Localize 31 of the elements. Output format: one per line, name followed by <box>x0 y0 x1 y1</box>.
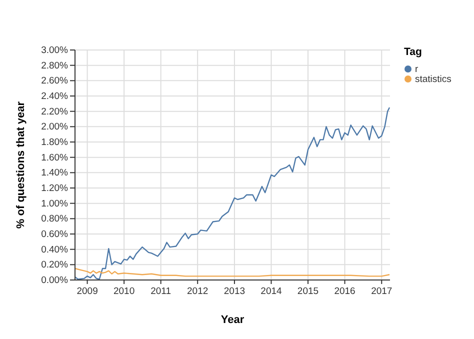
legend-label: r <box>415 64 418 76</box>
x-tick-label: 2010 <box>113 286 135 297</box>
x-tick-label: 2011 <box>150 286 172 297</box>
legend-label: statistics <box>415 74 452 86</box>
x-tick-label: 2012 <box>187 286 208 297</box>
y-tick-label: 1.00% <box>41 198 69 210</box>
y-tick-label: 1.40% <box>41 168 69 179</box>
legend-title: Tag <box>404 46 422 58</box>
y-axis-title: % of questions that year <box>15 100 27 229</box>
x-tick-label: 2014 <box>260 286 282 297</box>
y-tick-label: 0.00% <box>41 275 69 286</box>
x-tick-label: 2016 <box>334 286 356 297</box>
y-tick-label: 0.60% <box>41 229 69 240</box>
y-tick-label: 1.80% <box>41 137 69 148</box>
x-tick-label: 2009 <box>76 286 98 297</box>
y-tick-label: 2.80% <box>41 60 69 72</box>
y-tick-label: 1.60% <box>41 152 69 164</box>
y-tick-label: 1.20% <box>41 183 69 194</box>
y-tick-label: 0.80% <box>41 214 69 225</box>
y-tick-label: 2.60% <box>41 76 69 87</box>
x-tick-label: 2015 <box>297 286 319 297</box>
x-tick-label: 2013 <box>224 286 246 297</box>
y-tick-label: 2.40% <box>41 91 69 102</box>
y-tick-label: 2.00% <box>41 122 69 133</box>
x-tick-label: 2017 <box>371 286 392 297</box>
line-series <box>74 268 390 277</box>
x-axis-title: Year <box>220 314 245 326</box>
y-tick-label: 2.20% <box>41 106 69 118</box>
y-tick-label: 0.40% <box>41 244 69 256</box>
y-tick-label: 3.00% <box>41 45 69 56</box>
y-tick-label: 0.20% <box>41 260 69 271</box>
